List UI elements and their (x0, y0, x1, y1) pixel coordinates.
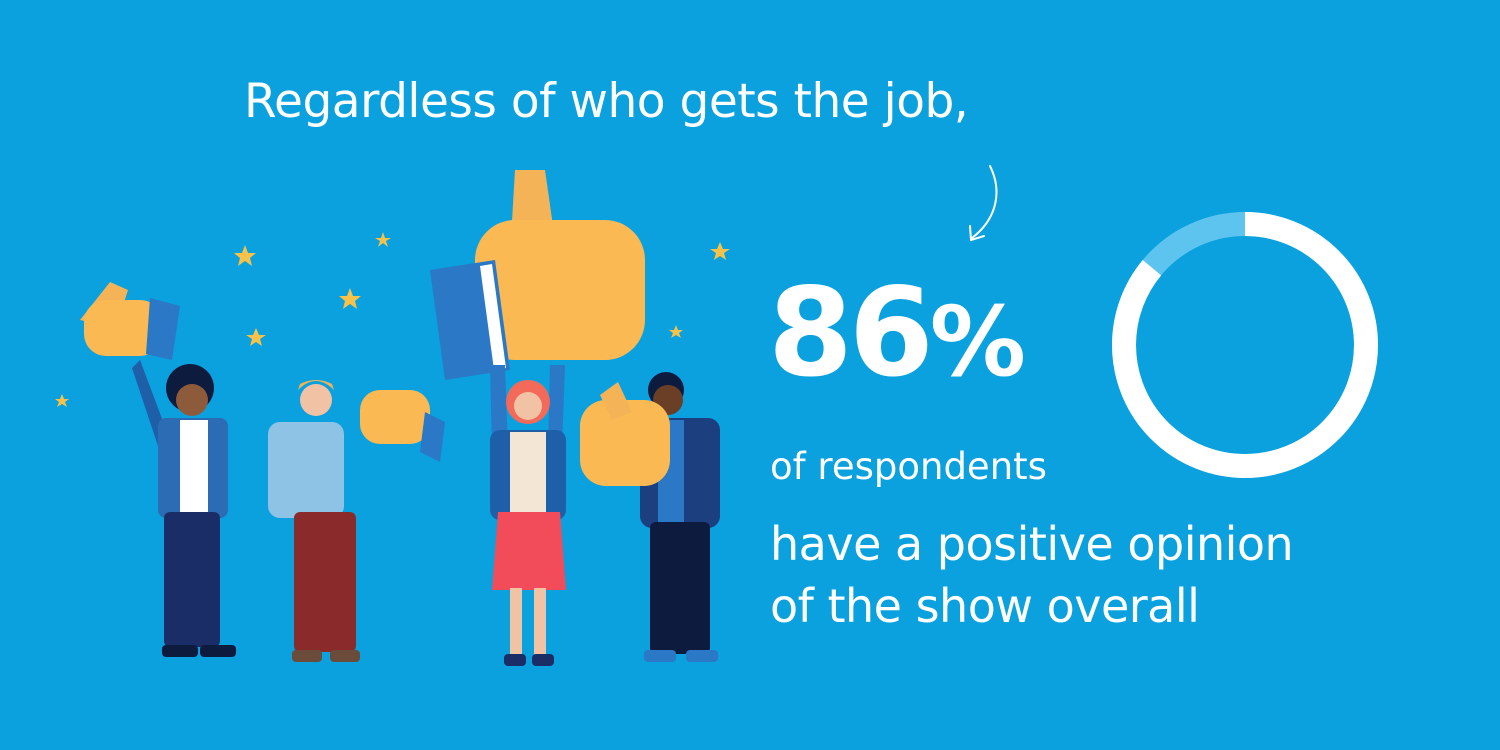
stat-unit: % (929, 286, 1026, 398)
stat-line-3: of the show overall (770, 579, 1200, 633)
big-thumbs-up-icon (430, 170, 645, 380)
stat-line-2: have a positive opinion (770, 517, 1294, 571)
stat-line-1: of respondents (770, 445, 1047, 488)
curved-arrow-icon (969, 165, 998, 241)
person-2 (268, 380, 445, 662)
donut-fill (1112, 212, 1378, 478)
star-icon (55, 232, 730, 407)
headline: Regardless of who gets the job, (244, 74, 969, 129)
person-1 (80, 282, 236, 657)
donut-chart (1112, 212, 1378, 478)
stat-value: 86 (768, 262, 934, 404)
people-thumbs-up-illustration (55, 170, 730, 666)
person-4 (580, 372, 720, 662)
stat-percentage: 86% (768, 272, 1026, 394)
person-3 (490, 365, 566, 666)
